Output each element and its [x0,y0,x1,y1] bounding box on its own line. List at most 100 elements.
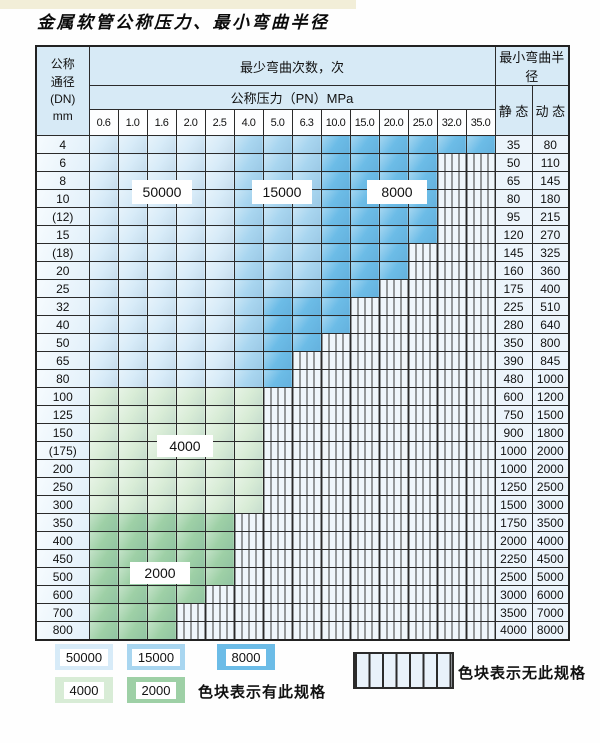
table-row: (18) 145 325 [35,243,570,262]
cycle-cell-s4 [175,495,206,514]
cycle-cell-s1 [175,333,206,352]
no-spec-cell [320,387,351,406]
cycles-label-50000: 50000 [132,180,192,204]
no-spec-cell [465,153,496,172]
cycle-cell-s1 [204,135,235,154]
cycle-cell-s2 [233,261,264,280]
cycle-cell-s4 [117,495,148,514]
legend-chip-4000: 4000 [55,677,113,703]
table-row: 4 35 80 [35,135,570,154]
cycle-cell-s4 [88,405,119,424]
cycle-cell-s5 [88,621,119,640]
cycle-cell-s2 [262,279,293,298]
table-row: (175) 1000 2000 [35,441,570,460]
cycle-cell-s3 [378,243,409,262]
no-spec-cell [378,531,409,550]
no-spec-cell [349,621,380,640]
no-spec-cell [262,621,293,640]
static-radius-cell: 1000 [494,459,533,478]
legend-chip-15000-label: 15000 [131,648,181,666]
cycle-cell-s1 [204,243,235,262]
no-spec-cell [407,441,438,460]
static-radius-cell: 50 [494,153,533,172]
no-spec-cell [349,513,380,532]
no-spec-cell [320,495,351,514]
cycle-cell-s4 [175,459,206,478]
static-radius-cell: 3500 [494,603,533,622]
cycle-cell-s2 [233,207,264,226]
cycle-cell-s2 [291,207,322,226]
legend-has-spec-label: 色块表示有此规格 [198,684,327,701]
static-radius-cell: 280 [494,315,533,334]
cycle-cell-s1 [117,153,148,172]
cycle-cell-s5 [117,513,148,532]
no-spec-cell [436,477,467,496]
no-spec-cell [204,603,235,622]
no-spec-cell [407,387,438,406]
no-spec-cell [349,495,380,514]
dn-cell: 450 [35,549,90,568]
no-spec-cell [349,315,380,334]
table-row: 25 175 400 [35,279,570,298]
cycle-cell-s1 [146,225,177,244]
no-spec-cell [407,585,438,604]
no-spec-cell [436,189,467,208]
no-spec-cell [407,531,438,550]
static-radius-cell: 2000 [494,531,533,550]
table-row: 300 1500 3000 [35,495,570,514]
cycle-cell-s4 [117,477,148,496]
pressure-value-header: 0.6 [88,109,119,136]
no-spec-cell [465,603,496,622]
dynamic-radius-cell: 2500 [531,477,570,496]
cycle-cell-s3 [262,315,293,334]
dynamic-radius-cell: 7000 [531,603,570,622]
no-spec-cell [320,477,351,496]
no-spec-cell [291,477,322,496]
no-spec-cell [378,387,409,406]
dynamic-radius-cell: 845 [531,351,570,370]
pressure-value-header: 2.0 [175,109,206,136]
cycle-cell-s1 [146,297,177,316]
dn-cell: 125 [35,405,90,424]
cycle-cell-s3 [320,189,351,208]
dn-cell: 6 [35,153,90,172]
static-radius-cell: 900 [494,423,533,442]
cycle-cell-s4 [146,495,177,514]
cycle-cell-s5 [117,531,148,550]
static-radius-cell: 145 [494,243,533,262]
table-row: 20 160 360 [35,261,570,280]
no-spec-cell [465,297,496,316]
no-spec-cell [233,567,264,586]
static-radius-cell: 390 [494,351,533,370]
cycle-cell-s1 [204,261,235,280]
cycle-cell-s3 [378,207,409,226]
no-spec-cell [407,513,438,532]
no-spec-cell [262,441,293,460]
no-spec-cell [291,495,322,514]
no-spec-cell [436,531,467,550]
no-spec-cell [436,171,467,190]
table-row: 700 3500 7000 [35,603,570,622]
dn-cell: 40 [35,315,90,334]
cycle-cell-s1 [117,297,148,316]
cycle-cell-s1 [117,207,148,226]
no-spec-cell [378,351,409,370]
pressure-value-header: 4.0 [233,109,264,136]
no-spec-cell [378,585,409,604]
table-row: 80 480 1000 [35,369,570,388]
cycle-cell-s4 [146,459,177,478]
no-spec-cell [465,513,496,532]
cycle-cell-s1 [117,135,148,154]
cycles-label-8000: 8000 [367,180,427,204]
no-spec-cell [436,333,467,352]
table-row: 6 50 110 [35,153,570,172]
cycle-cell-s1 [88,225,119,244]
no-spec-cell [233,603,264,622]
dn-cell: 700 [35,603,90,622]
bend-radius-header: 最小弯曲半径 [494,45,570,86]
no-spec-cell [465,171,496,190]
cycle-cell-s4 [88,495,119,514]
no-spec-cell [378,603,409,622]
cycle-cell-s4 [146,477,177,496]
cycle-cell-s3 [349,207,380,226]
